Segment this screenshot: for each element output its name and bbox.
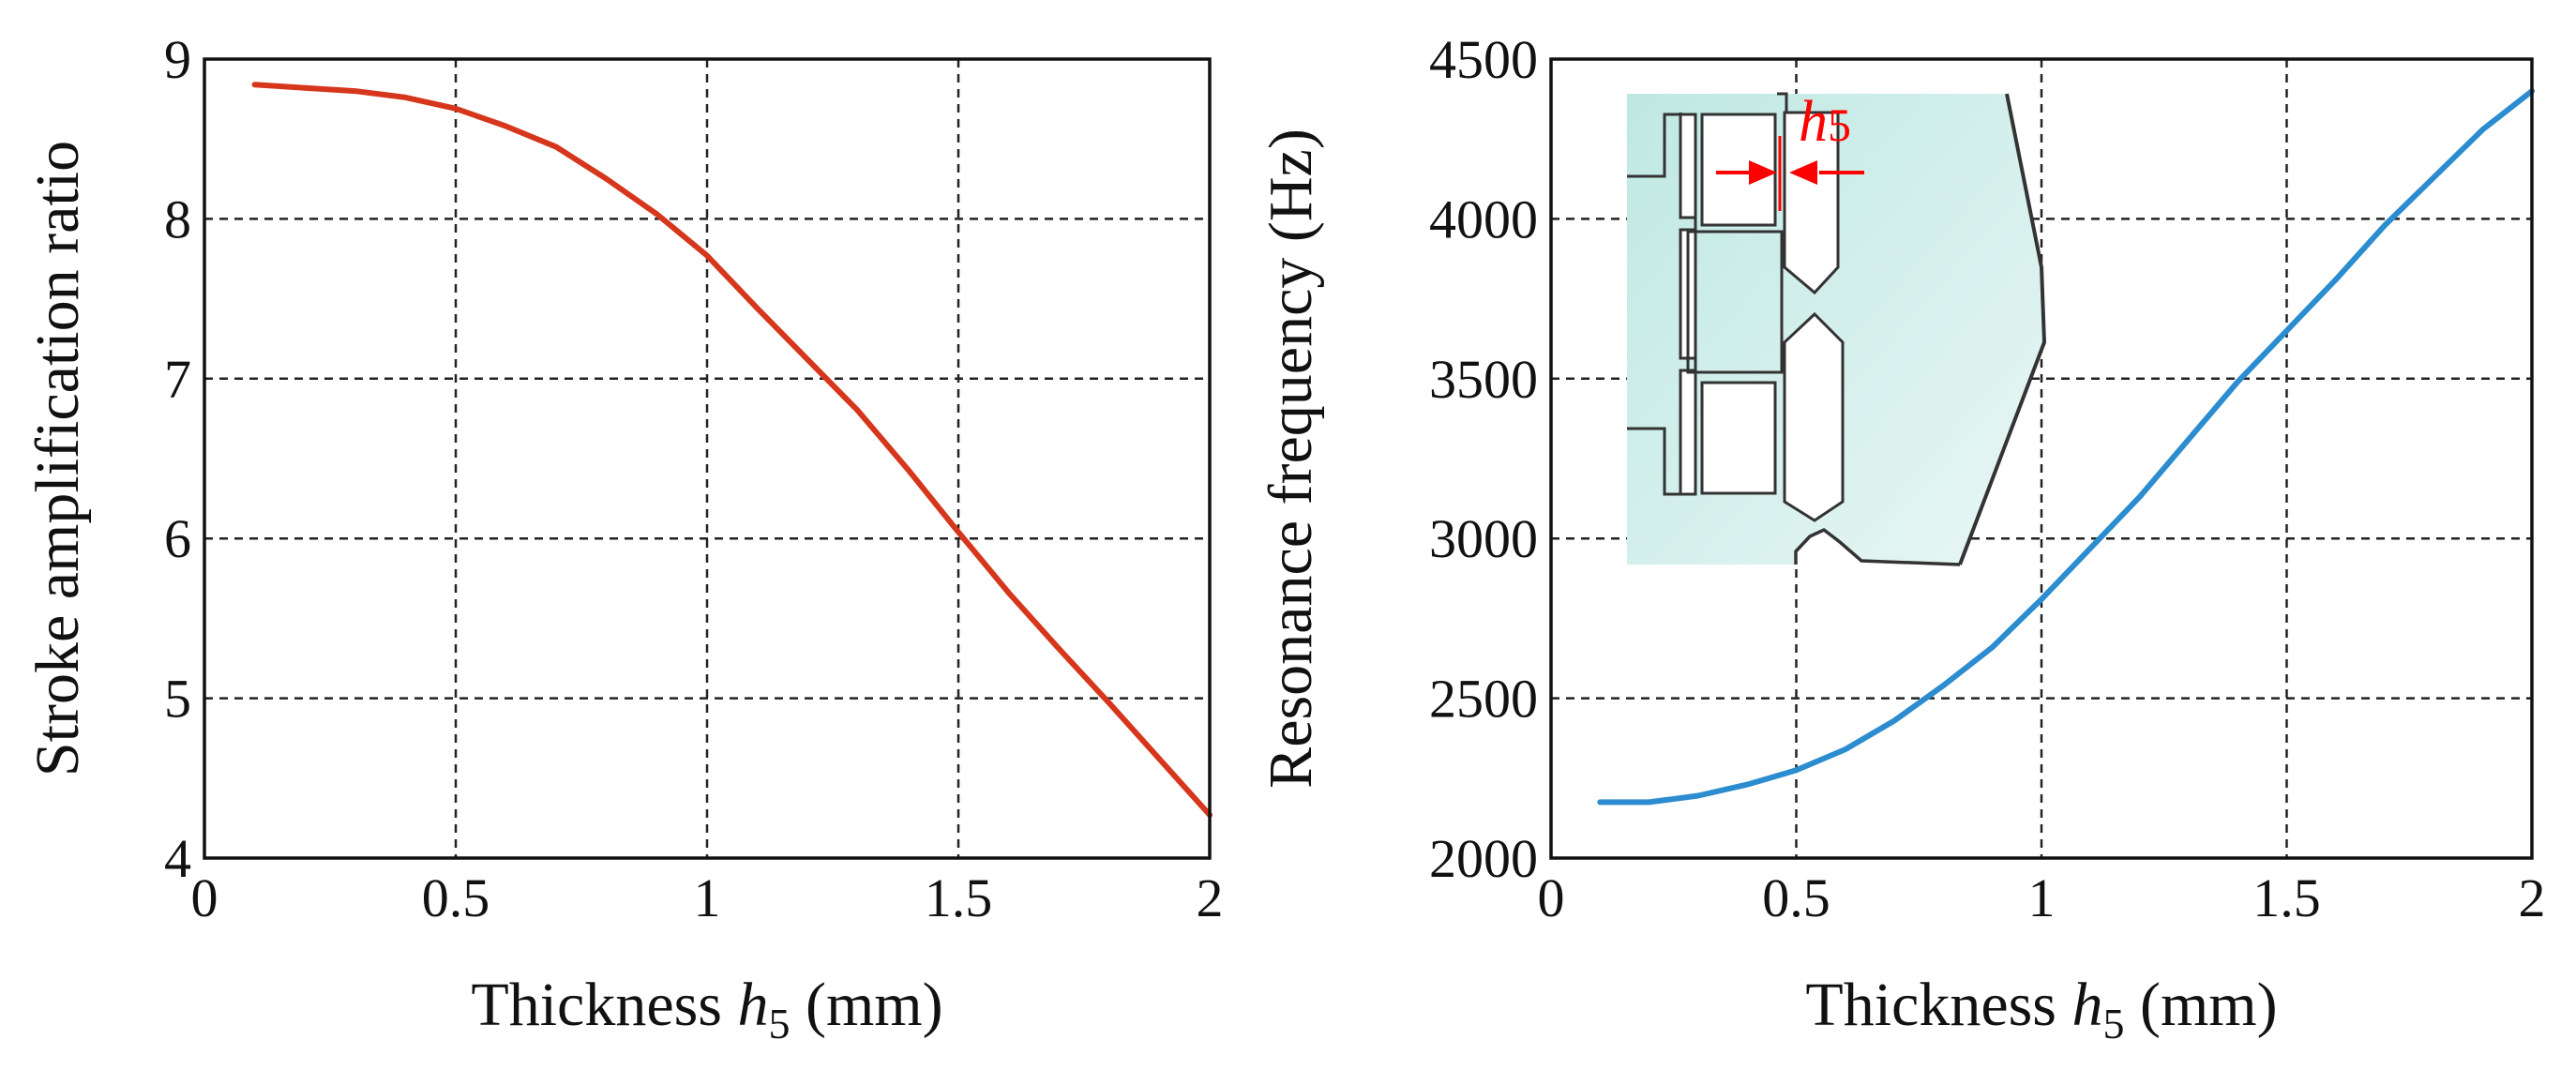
left-y-axis-label: Stroke amplification ratio xyxy=(23,141,92,776)
inset-h5-sub: 5 xyxy=(1828,98,1851,151)
inset-center-block xyxy=(1686,230,1784,374)
left-x-label-sub: 5 xyxy=(768,1000,790,1047)
left-y-tick-label: 5 xyxy=(164,669,191,730)
right-y-axis-label: Resonance frequency (Hz) xyxy=(1257,128,1325,789)
stroke-ratio-chart: 0 0.5 1 1.5 2 4 5 6 7 8 9 Stroke amplification rat… xyxy=(23,29,1224,1047)
flexure-hinge-inset: h5 xyxy=(1627,90,2047,566)
right-y-tick-label: 2000 xyxy=(1429,828,1538,889)
left-y-tick-label: 6 xyxy=(164,508,191,569)
right-y-tick-label: 3000 xyxy=(1429,508,1538,569)
left-x-label-prefix: Thickness xyxy=(471,971,737,1039)
inset-body-outline xyxy=(1958,93,2047,565)
left-y-tick-label: 9 xyxy=(164,29,191,90)
left-x-tick-label: 0 xyxy=(191,867,218,928)
right-tick-labels: 0 0.5 1 1.5 2 2000 2500 3000 3500 4000 4500 xyxy=(1429,29,2546,928)
right-y-tick-label: 2500 xyxy=(1429,669,1538,730)
inset-h5-label: h5 xyxy=(1799,90,1851,154)
right-x-tick-label: 1 xyxy=(2028,867,2056,928)
left-y-tick-label: 4 xyxy=(164,828,191,889)
inset-lower-hex xyxy=(1783,311,1845,522)
inset-left-arrowhead xyxy=(1749,160,1777,185)
left-series xyxy=(251,82,1213,818)
right-x-tick-label: 2 xyxy=(2519,867,2546,928)
left-plot-frame xyxy=(203,57,1212,860)
left-x-label-suffix: (mm) xyxy=(790,971,942,1039)
right-x-label-var: h xyxy=(2071,971,2102,1039)
left-grid xyxy=(204,59,1210,858)
right-y-tick-label: 4000 xyxy=(1429,188,1538,249)
inset-top-cutout xyxy=(1777,92,1788,113)
right-x-tick-label: 0 xyxy=(1538,867,1565,928)
right-x-axis-label: Thickness h5 (mm) xyxy=(1805,971,2277,1047)
right-x-tick-label: 0.5 xyxy=(1762,867,1830,928)
right-y-tick-label: 3500 xyxy=(1429,349,1538,410)
left-x-axis-label: Thickness h5 (mm) xyxy=(471,971,942,1047)
right-x-label-suffix: (mm) xyxy=(2124,971,2277,1039)
inset-h5-var: h xyxy=(1799,90,1828,154)
inset-upper-hex xyxy=(1783,111,1840,295)
left-series-line-0 xyxy=(251,82,1213,818)
left-x-tick-label: 0.5 xyxy=(422,867,490,928)
left-x-tick-label: 2 xyxy=(1197,867,1224,928)
right-plot-frame xyxy=(1549,57,2534,860)
right-x-label-prefix: Thickness xyxy=(1805,971,2071,1039)
right-x-label-sub: 5 xyxy=(2102,1000,2124,1047)
right-grid xyxy=(1551,59,2532,858)
left-x-tick-label: 1.5 xyxy=(925,867,993,928)
inset-hinge-notch xyxy=(1794,527,1961,566)
inset-left-slot-bottom xyxy=(1627,427,1680,496)
inset-right-arrowhead xyxy=(1789,160,1817,185)
left-x-label-var: h xyxy=(737,971,768,1039)
right-x-tick-label: 1.5 xyxy=(2252,867,2321,928)
left-tick-labels: 0 0.5 1 1.5 2 4 5 6 7 8 9 xyxy=(164,29,1224,928)
right-series-line-0 xyxy=(1597,88,2535,806)
inset-lower-cavity xyxy=(1700,381,1777,495)
left-y-tick-label: 7 xyxy=(164,349,191,410)
right-y-tick-label: 4500 xyxy=(1429,29,1538,90)
left-x-tick-label: 1 xyxy=(694,867,721,928)
right-series xyxy=(1597,88,2535,806)
left-y-tick-label: 8 xyxy=(164,188,191,249)
